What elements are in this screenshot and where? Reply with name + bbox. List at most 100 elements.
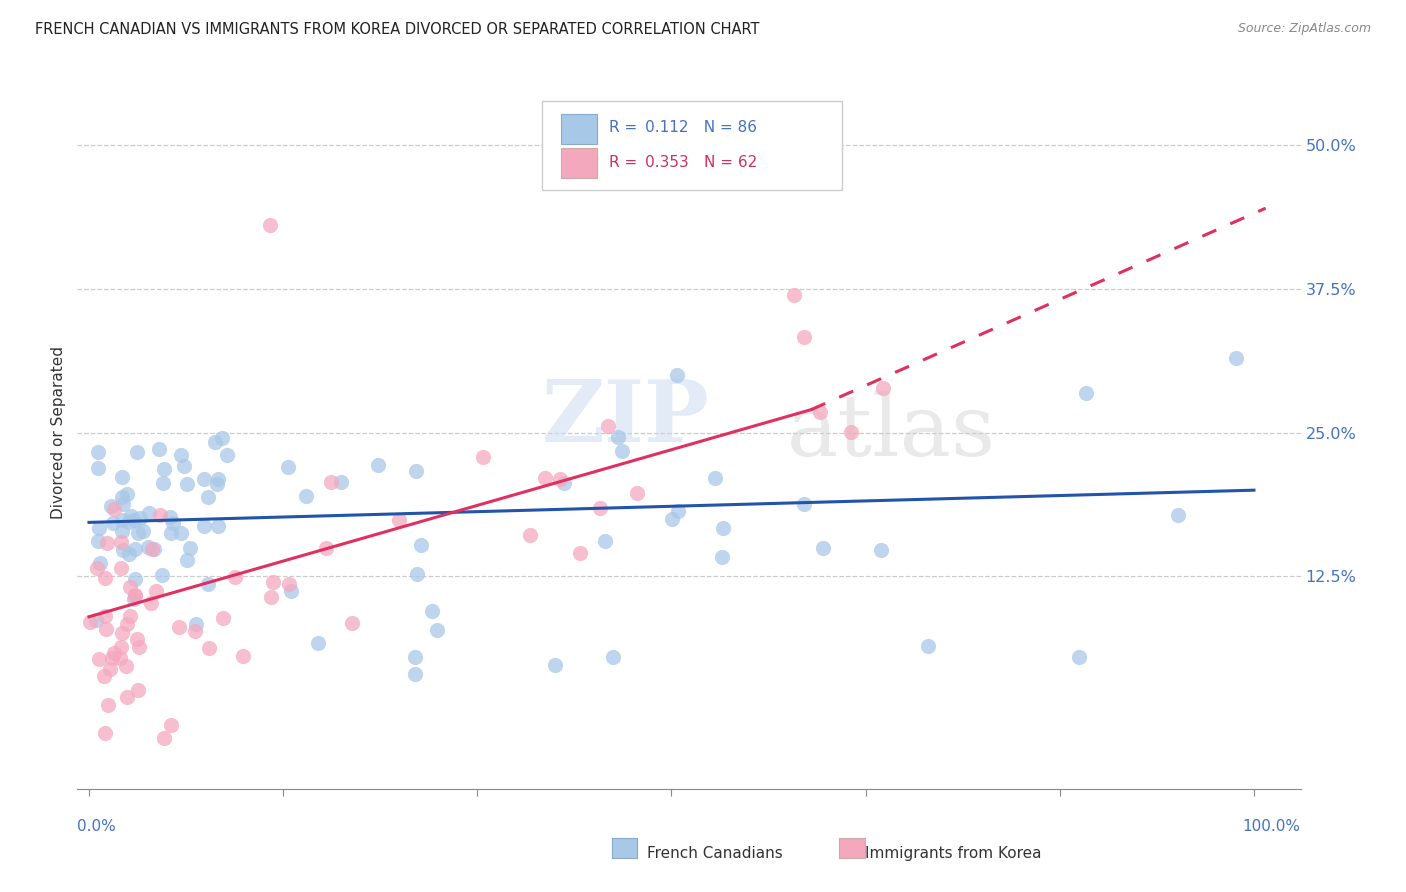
Point [666, 368, 689, 382]
Point [94, 622, 117, 636]
Point [111, 513, 134, 527]
Point [420, 604, 443, 618]
Point [173, 458, 195, 473]
Point [661, 511, 683, 525]
Point [93, 669, 115, 683]
Point [342, 615, 364, 630]
Point [162, 516, 184, 530]
Point [111, 524, 134, 538]
Point [329, 475, 352, 489]
Point [167, 620, 190, 634]
Point [259, 591, 281, 605]
Point [207, 519, 229, 533]
Point [108, 650, 131, 665]
Point [917, 639, 939, 653]
Text: ZIP: ZIP [543, 376, 710, 460]
Point [89, 521, 111, 535]
Point [207, 472, 229, 486]
Point [295, 489, 318, 503]
Point [87, 444, 110, 458]
Point [87, 534, 110, 549]
Point [143, 542, 166, 557]
Point [367, 458, 389, 473]
Point [112, 543, 135, 558]
Point [179, 541, 201, 556]
Text: 0.0%: 0.0% [77, 819, 117, 834]
Point [1074, 386, 1097, 401]
Point [388, 513, 411, 527]
Text: atlas: atlas [787, 391, 995, 475]
Point [472, 450, 495, 464]
Point [321, 475, 343, 490]
Point [122, 513, 145, 527]
Point [277, 577, 299, 591]
Point [569, 546, 592, 560]
Point [115, 690, 138, 705]
Point [152, 475, 174, 490]
Point [277, 460, 299, 475]
Point [872, 382, 894, 396]
Point [138, 506, 160, 520]
Point [111, 490, 134, 504]
Point [176, 552, 198, 566]
Point [198, 640, 221, 655]
Point [127, 526, 149, 541]
Point [259, 219, 281, 233]
Point [205, 477, 228, 491]
Text: R =  0.112  N = 86: R = 0.112 N = 86 [609, 120, 758, 136]
Point [870, 543, 893, 558]
Point [193, 519, 215, 533]
Point [519, 528, 541, 542]
Point [84, 613, 107, 627]
Point [111, 469, 134, 483]
Point [122, 591, 145, 606]
Point [204, 434, 226, 449]
Point [404, 667, 426, 681]
Point [553, 476, 575, 491]
Point [86, 560, 108, 574]
Point [197, 490, 219, 504]
Point [232, 649, 254, 664]
Point [110, 535, 132, 549]
Point [141, 541, 163, 556]
Point [602, 650, 624, 665]
Point [110, 560, 132, 574]
Point [186, 617, 208, 632]
Point [87, 652, 110, 666]
Point [103, 516, 125, 530]
Point [610, 444, 633, 458]
Point [160, 525, 183, 540]
Point [124, 588, 146, 602]
Point [139, 596, 162, 610]
Point [212, 611, 235, 625]
Point [111, 626, 134, 640]
Point [197, 577, 219, 591]
Point [1225, 351, 1247, 365]
Y-axis label: Divorced or Separated: Divorced or Separated [51, 346, 66, 519]
Point [425, 623, 447, 637]
Point [115, 658, 138, 673]
Point [118, 515, 141, 529]
Point [606, 430, 628, 444]
Point [124, 589, 146, 603]
Text: French Canadians: French Canadians [647, 846, 783, 861]
Point [808, 405, 831, 419]
Point [711, 521, 734, 535]
Point [783, 287, 806, 301]
Point [149, 508, 172, 522]
Point [160, 718, 183, 732]
Point [148, 442, 170, 457]
Point [87, 461, 110, 475]
Point [159, 509, 181, 524]
Point [153, 731, 176, 745]
Point [262, 575, 284, 590]
Point [124, 541, 146, 556]
Point [112, 497, 135, 511]
Point [97, 698, 120, 713]
Point [406, 567, 429, 582]
Point [793, 330, 815, 344]
Point [1167, 508, 1189, 523]
Bar [561, 113, 598, 144]
Point [101, 650, 124, 665]
Point [150, 568, 173, 582]
